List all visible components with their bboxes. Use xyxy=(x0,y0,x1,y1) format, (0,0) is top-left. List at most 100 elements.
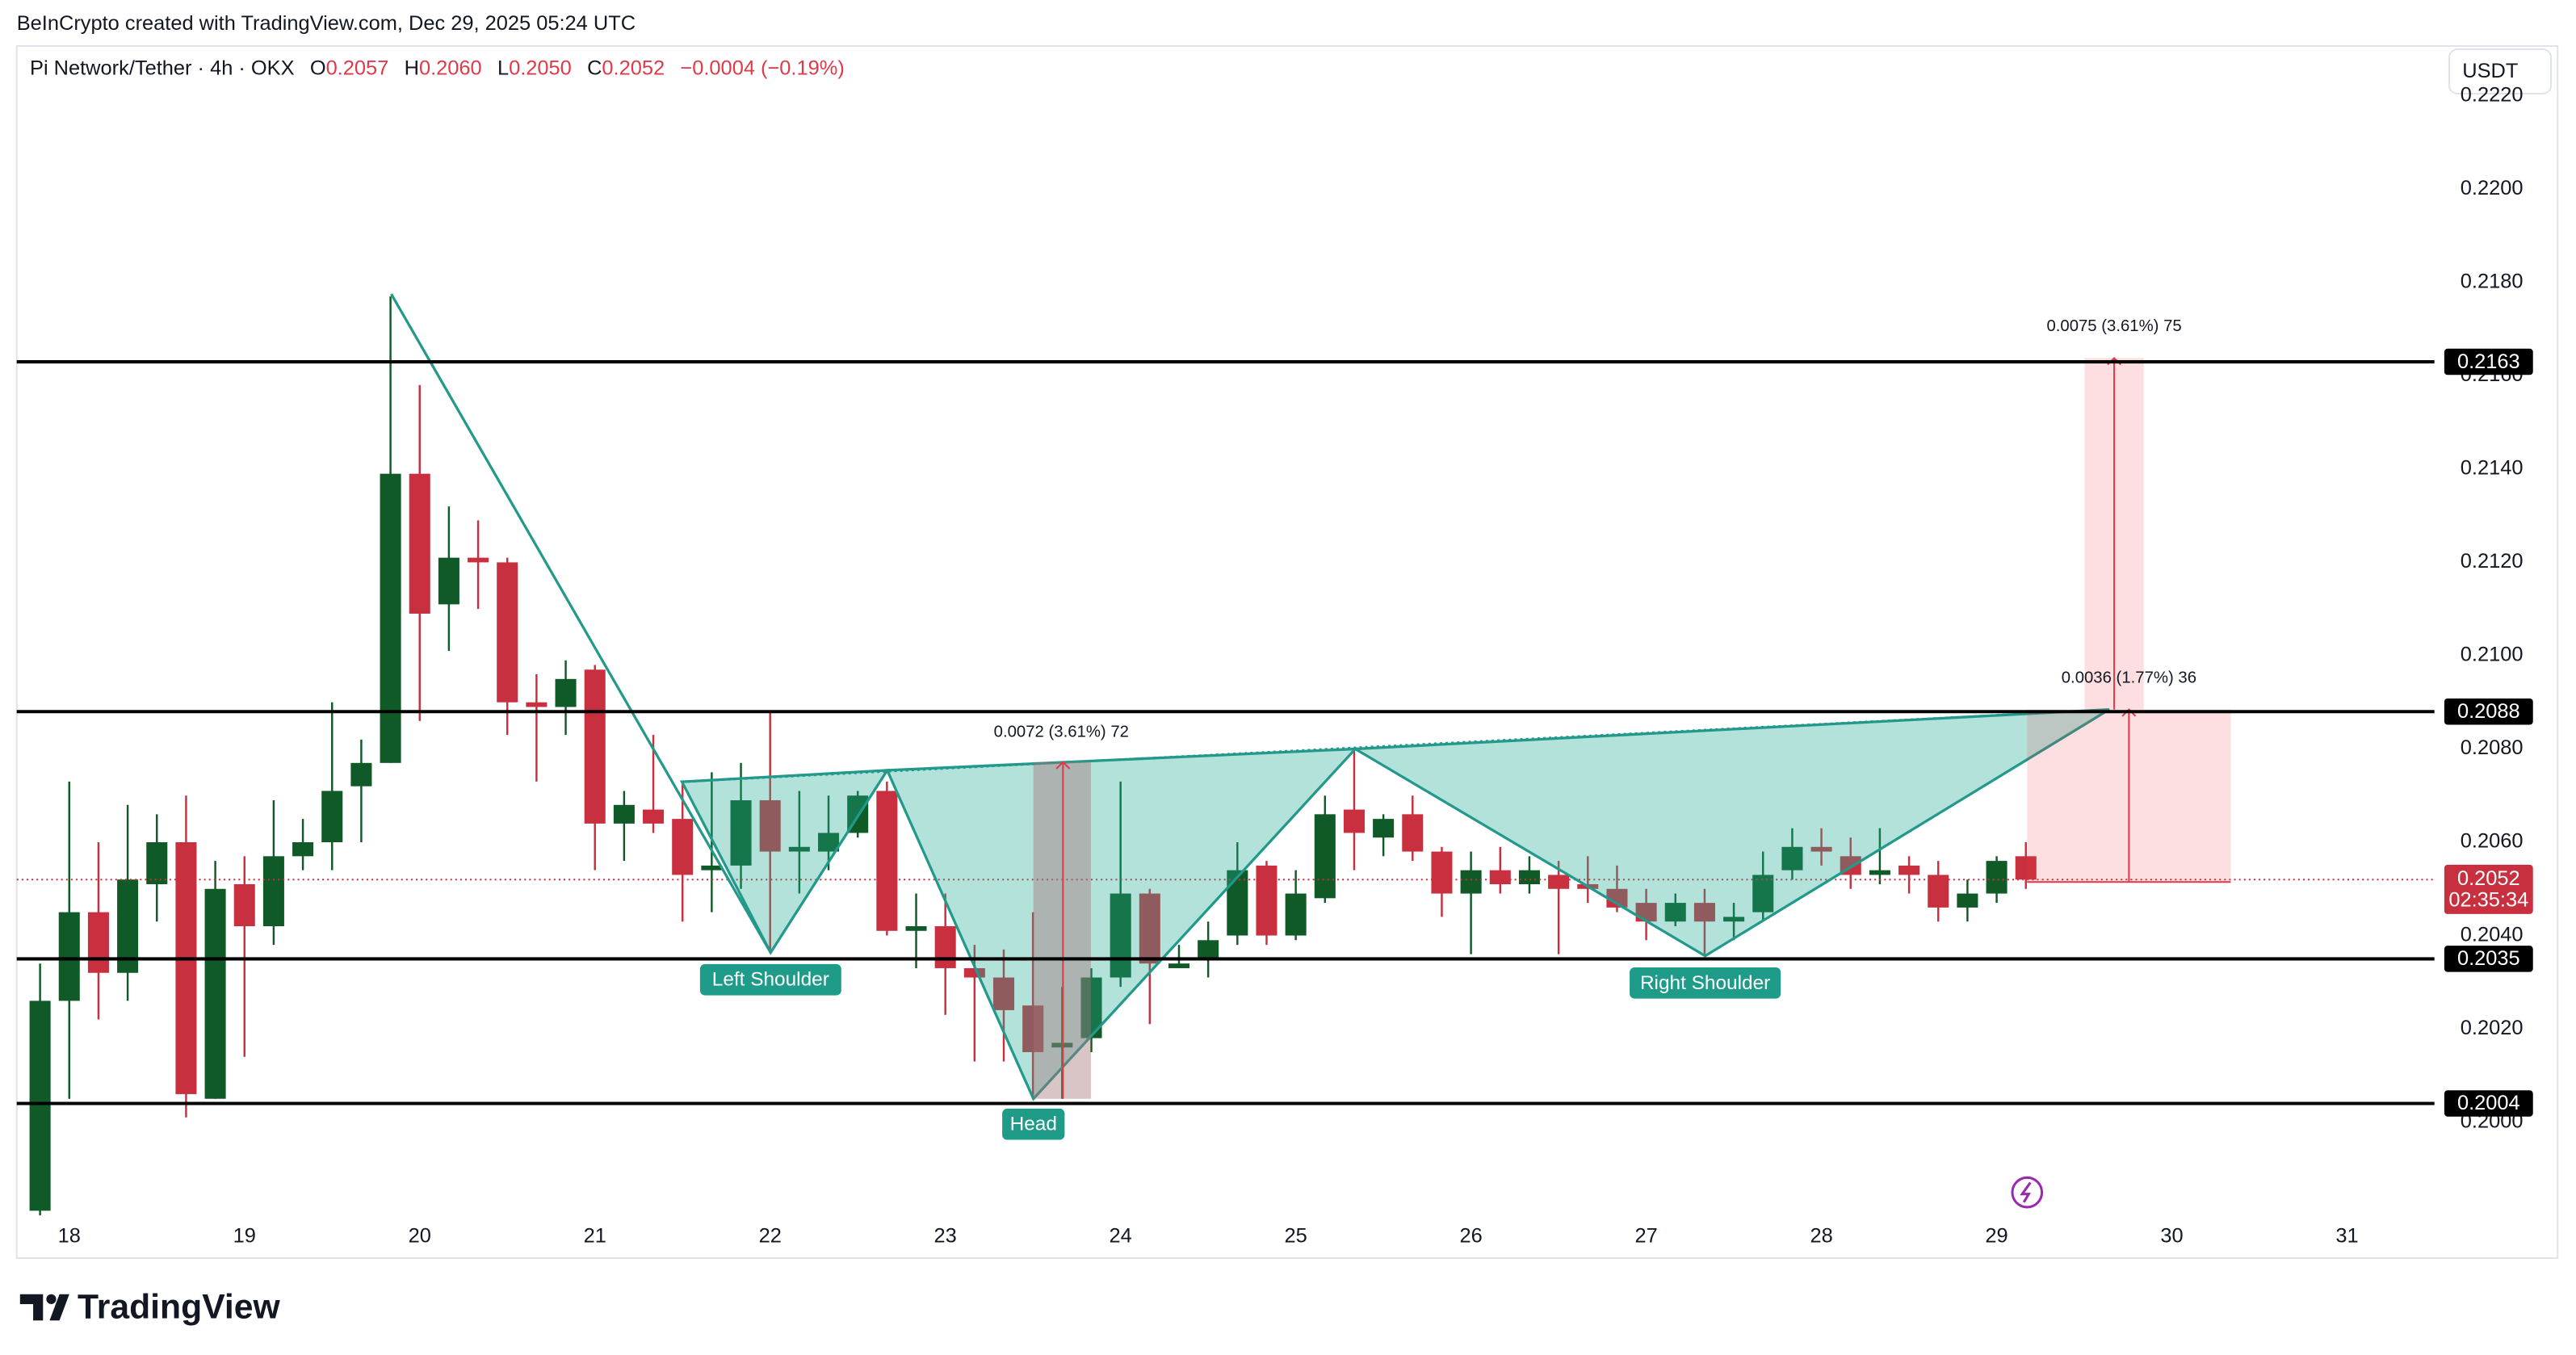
icon-bolt xyxy=(2020,1181,2032,1203)
candle-body xyxy=(1518,870,1540,884)
y-tick-label: 0.2100 xyxy=(2461,644,2524,666)
measure-label: 0.0072 (3.61%) 72 xyxy=(994,724,1129,741)
level-tag xyxy=(2444,1090,2533,1117)
candle-body xyxy=(1285,893,1307,936)
candle-body xyxy=(934,925,956,968)
candle-body xyxy=(1723,917,1745,922)
candle-body xyxy=(555,678,577,707)
candle-body xyxy=(1198,940,1219,959)
level-label: 0.2004 xyxy=(2457,1092,2520,1114)
x-tick-label: 26 xyxy=(1459,1224,1482,1247)
breakout-label: 0.0036 (1.77%) 36 xyxy=(2062,669,2196,686)
x-tick-label: 20 xyxy=(409,1224,431,1247)
candle-body xyxy=(350,762,372,787)
ohlc-key: C xyxy=(587,57,602,79)
candle-body xyxy=(1314,814,1336,899)
measure-box xyxy=(1033,761,1091,1099)
label-box xyxy=(1002,1108,1065,1140)
x-tick-label: 27 xyxy=(1634,1224,1657,1247)
candle-body xyxy=(992,977,1015,1010)
y-tick-label: 0.2220 xyxy=(2461,84,2524,107)
x-tick-label: 23 xyxy=(934,1224,957,1247)
candle-body xyxy=(321,791,343,843)
candle-body xyxy=(613,804,635,824)
candle-body xyxy=(1693,903,1715,922)
countdown: 02:35:34 xyxy=(2448,888,2528,911)
candle-body xyxy=(1051,1042,1073,1048)
candle-body xyxy=(1227,870,1248,936)
candle-body xyxy=(905,925,927,931)
neckline xyxy=(682,708,2110,783)
level-tag xyxy=(2444,348,2533,375)
symbol: Pi Network/Tether · 4h · OKX xyxy=(30,57,295,79)
x-tick-label: 31 xyxy=(2335,1224,2358,1247)
x-tick-label: 28 xyxy=(1810,1224,1832,1247)
x-tick-label: 29 xyxy=(1985,1224,2008,1247)
currency[interactable]: USDT xyxy=(2462,60,2518,82)
candle-body xyxy=(1928,875,1949,908)
candle-body xyxy=(1256,865,1278,936)
arrow-head xyxy=(2121,708,2137,717)
level-label: 0.2088 xyxy=(2457,700,2520,723)
candle-body xyxy=(1343,809,1365,833)
candle-body xyxy=(380,473,401,763)
candle-body xyxy=(1606,888,1628,908)
y-tick-label: 0.2040 xyxy=(2461,923,2524,946)
candle-body xyxy=(701,865,723,870)
candle-body xyxy=(1139,893,1160,964)
ohlc-key: O xyxy=(310,57,326,79)
head-label: Head xyxy=(1010,1114,1057,1135)
pattern-drawings: 0.0072 (3.61%) 72 0.0075 (3.61%) 75 0.00… xyxy=(390,293,2231,1140)
x-tick-label: 19 xyxy=(233,1224,256,1247)
candle-body xyxy=(1752,875,1774,912)
x-tick-label: 30 xyxy=(2160,1224,2183,1247)
brand: TradingView xyxy=(19,1287,281,1326)
brand-name: TradingView xyxy=(78,1287,281,1326)
left-shoulder-shape xyxy=(679,769,890,955)
candle-body xyxy=(497,562,518,703)
candle-body xyxy=(146,842,168,884)
candle-body xyxy=(438,557,459,605)
level-label: 0.2035 xyxy=(2457,947,2520,970)
candle-body xyxy=(468,557,489,563)
x-tick-label: 18 xyxy=(58,1224,81,1247)
level-tag xyxy=(2444,946,2533,972)
y-tick-label: 0.2180 xyxy=(2461,271,2524,293)
candle-body xyxy=(1986,861,2008,894)
watermark-icon xyxy=(2011,1176,2044,1209)
y-tick-label: 0.2140 xyxy=(2461,457,2524,480)
candle-body xyxy=(1869,870,1890,875)
x-tick-label: 21 xyxy=(584,1224,606,1247)
logo-mark xyxy=(49,1294,69,1321)
ohlc-value: 0.2057 xyxy=(326,57,389,79)
level-tag xyxy=(2444,698,2533,725)
candle-body xyxy=(29,1001,51,1211)
candle-body xyxy=(233,883,255,926)
right-shoulder-shape xyxy=(1350,708,2110,958)
candle-body xyxy=(526,702,548,707)
last-price-label: 0.2052 xyxy=(2457,867,2520,890)
candle-body xyxy=(1402,814,1424,852)
attribution: BeInCrypto created with TradingView.com,… xyxy=(17,12,636,35)
candle-body xyxy=(262,856,284,926)
x-tick-label: 22 xyxy=(759,1224,782,1247)
candle-body xyxy=(1548,875,1570,889)
candle-body xyxy=(584,669,606,824)
candle-body xyxy=(730,800,752,866)
currency-button[interactable] xyxy=(2448,48,2553,94)
candle-body xyxy=(87,912,109,973)
last-price-tag xyxy=(2444,864,2533,914)
candle-body xyxy=(1460,870,1482,894)
measure-overlay xyxy=(1033,761,1091,1099)
candle-body xyxy=(1957,893,1978,908)
candle-body xyxy=(788,846,810,852)
y-tick-label: 0.2200 xyxy=(2461,177,2524,199)
y-tick-label: 0.2120 xyxy=(2461,550,2524,573)
candle-body xyxy=(1110,893,1131,978)
chart-frame xyxy=(15,44,2559,1260)
price-change: −0.0004 (−0.19%) xyxy=(680,57,844,79)
candle-body xyxy=(58,912,80,1001)
candle-body xyxy=(175,842,197,1094)
candle-body xyxy=(1022,1005,1044,1052)
